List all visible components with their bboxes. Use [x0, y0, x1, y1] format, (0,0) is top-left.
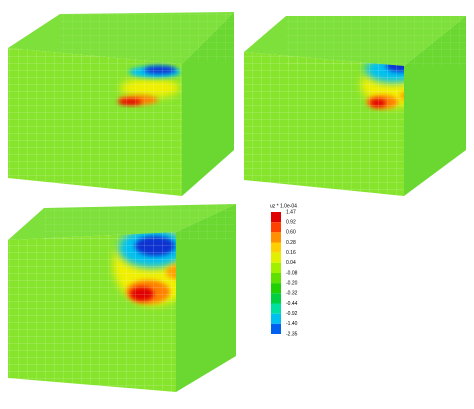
legend-swatch [271, 232, 281, 243]
legend-label: 0.60 [286, 230, 296, 236]
legend-label: -0.92 [286, 311, 298, 317]
color-legend: uz * 1.0e-04 1.47 0.92 0.60 0.28 0.16 0.04 -0.… [270, 203, 298, 337]
legend-swatch [271, 313, 281, 324]
legend-swatch [271, 273, 281, 284]
legend-swatch [271, 212, 281, 223]
legend-label: -0.20 [286, 280, 298, 286]
legend-title: uz * 1.0e-04 [270, 203, 297, 209]
legend-swatch [271, 222, 281, 233]
legend-swatch [271, 283, 281, 294]
legend-swatch [271, 262, 281, 273]
legend-swatch [271, 293, 281, 304]
legend-label: 0.92 [286, 219, 296, 225]
legend-swatch [271, 323, 281, 334]
legend-swatch [271, 252, 281, 263]
legend-label: -1.40 [286, 321, 298, 327]
legend-label: 0.04 [286, 260, 296, 266]
model-view-1 [8, 12, 235, 196]
model-view-3 [8, 204, 236, 392]
legend-swatch [271, 242, 281, 253]
legend-label: -2.35 [286, 331, 298, 337]
legend-label: 1.47 [286, 209, 296, 215]
legend-swatch [271, 303, 281, 314]
legend-label: 0.16 [286, 250, 296, 256]
legend-label: -0.08 [286, 270, 298, 276]
legend-label: -0.32 [286, 291, 298, 297]
legend-label: -0.44 [286, 301, 298, 307]
model-view-2 [244, 16, 466, 196]
legend-label: 0.28 [286, 240, 296, 246]
